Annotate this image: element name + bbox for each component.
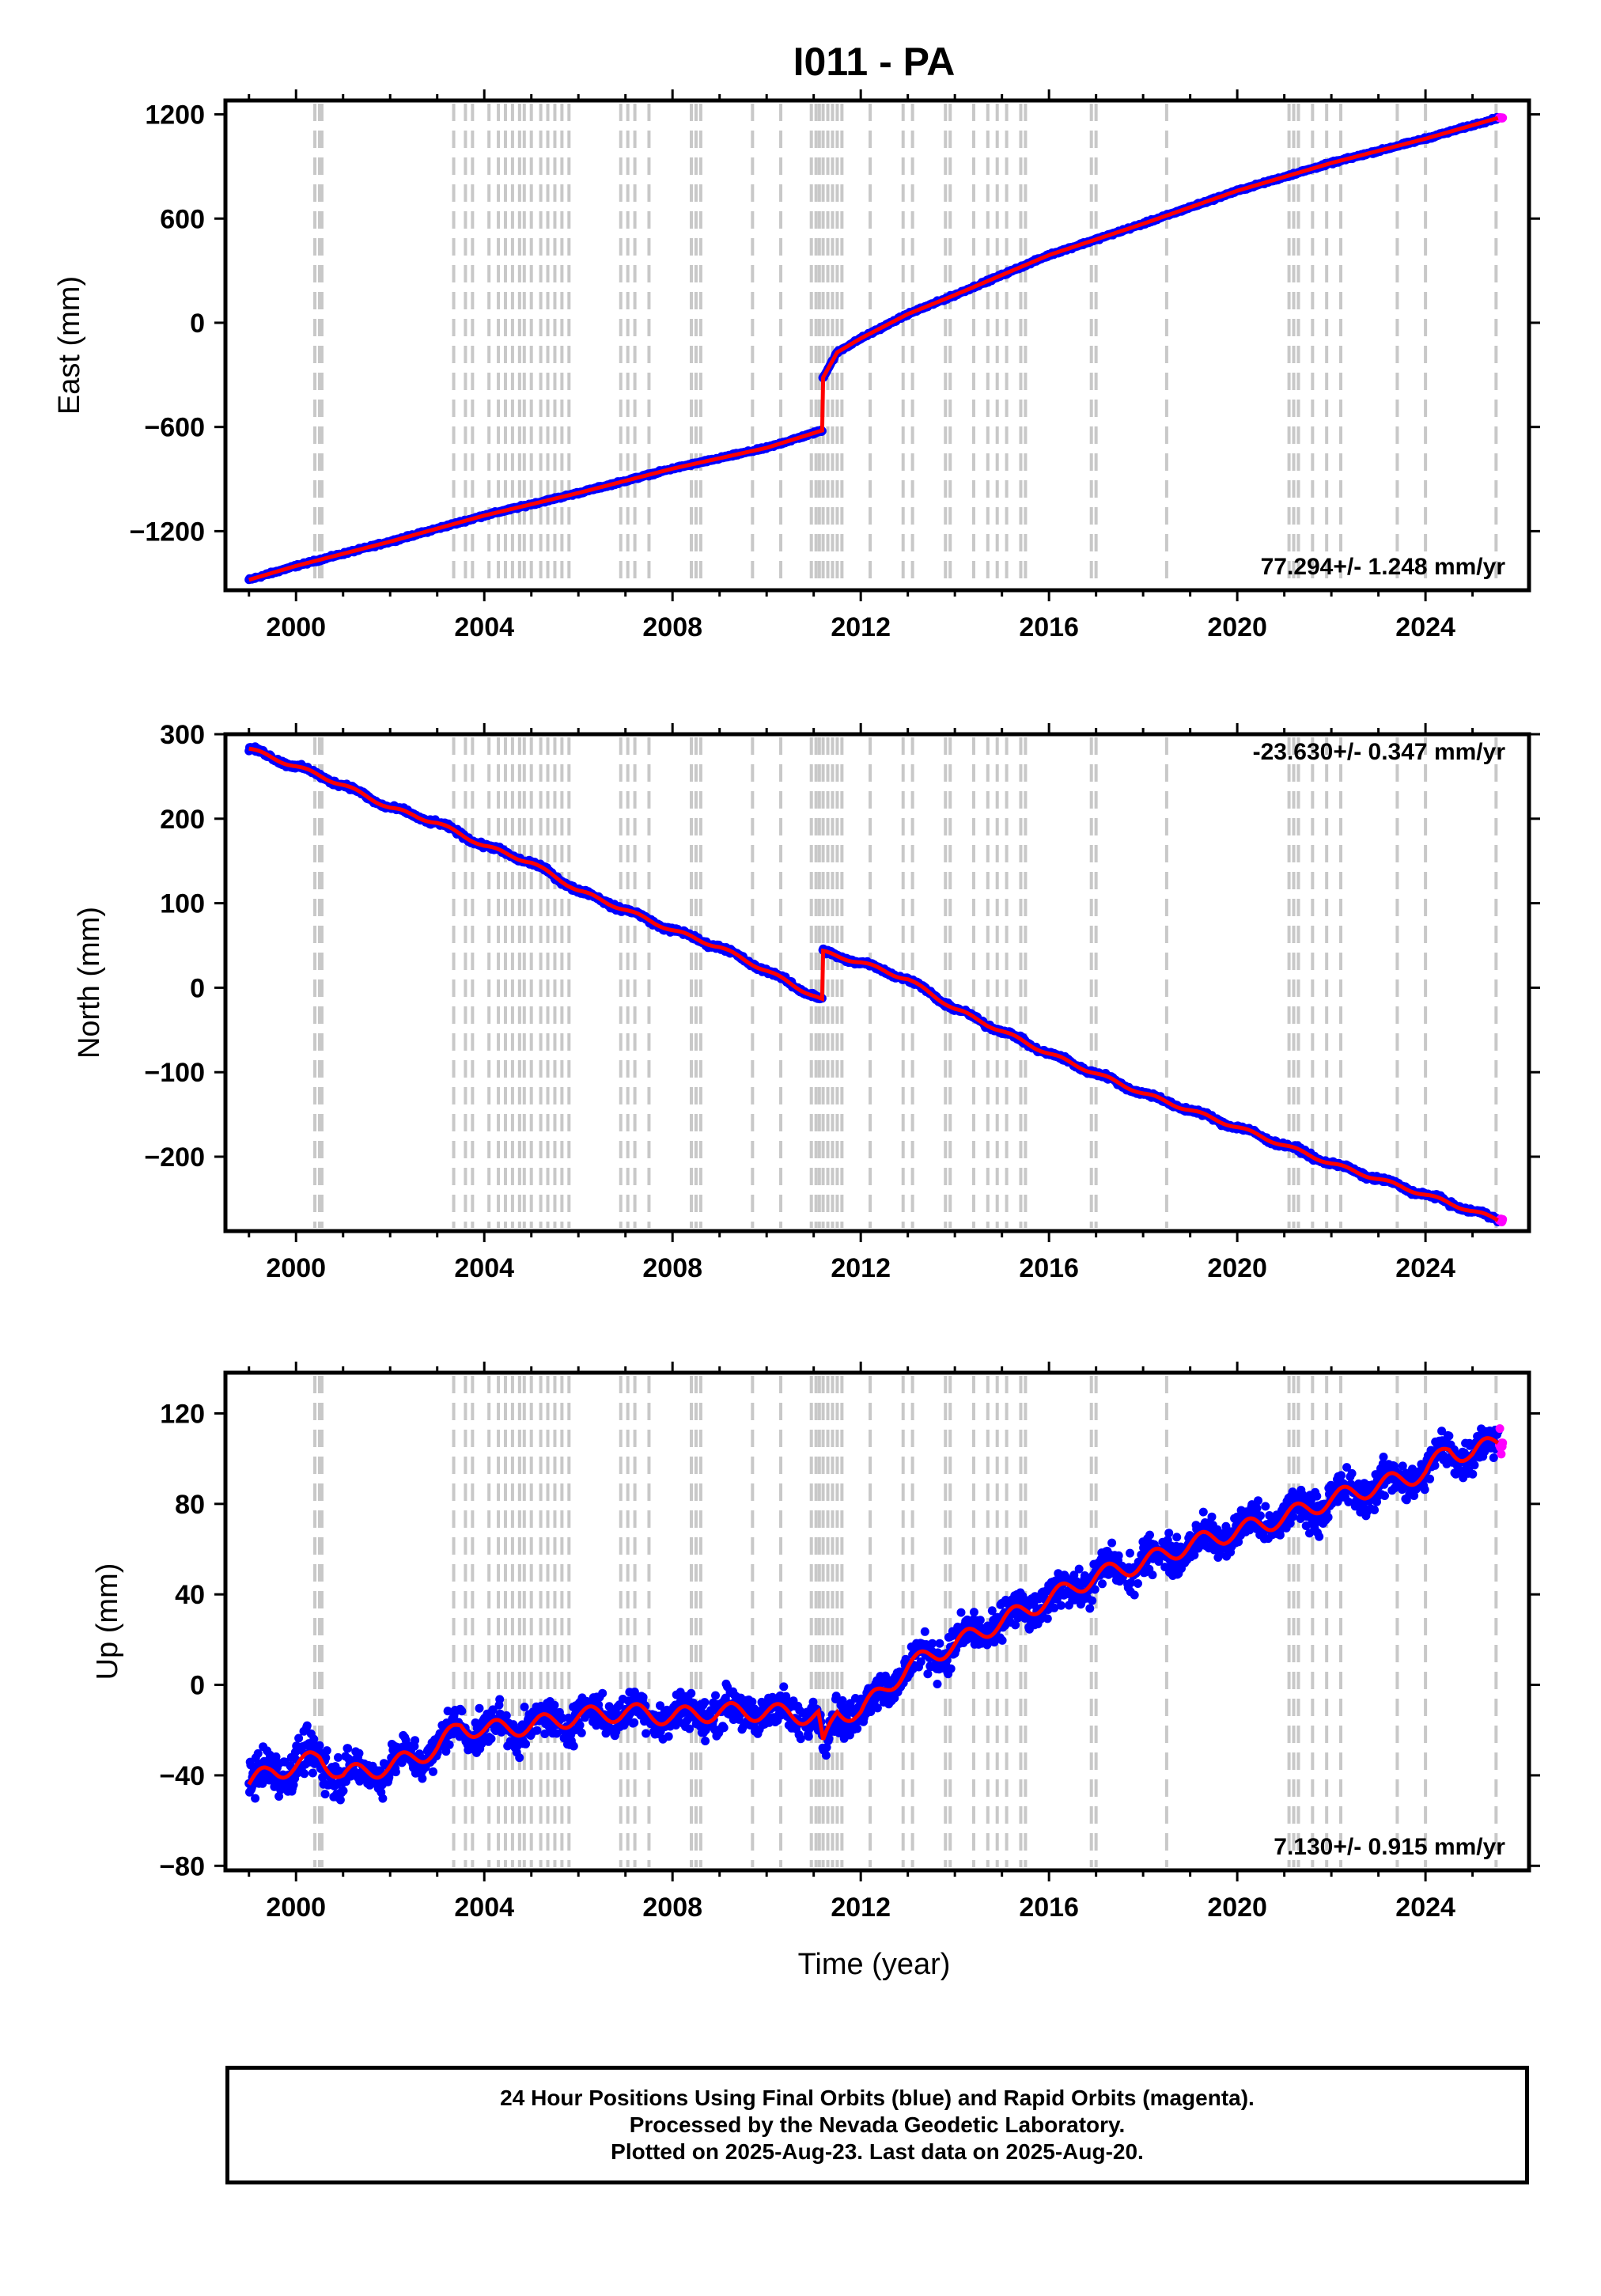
x-tick-label: 2024 [1395,612,1455,642]
rate-label: -23.630+/- 0.347 mm/yr [1253,739,1506,765]
data-point [315,1741,324,1750]
east-final-orbit-points [244,112,1508,585]
y-tick-label: −100 [144,1058,205,1088]
east-panel: 2000 2004 2008 2012 2016 2020 2024 1200 600 0 −600… [53,89,1540,642]
x-tick-label: 2000 [266,1253,326,1283]
x-tick-label: 2020 [1207,1253,1267,1283]
y-tick-label: −200 [144,1142,205,1173]
x-tick-label: 2016 [1019,612,1079,642]
x-tick-label: 2004 [454,1253,514,1283]
data-point [308,1768,317,1778]
x-tick-label: 2012 [831,612,891,642]
x-tick-label: 2016 [1019,1253,1079,1283]
data-point [300,1769,309,1779]
rate-label: 77.294+/- 1.248 mm/yr [1261,554,1506,580]
east-frame [223,98,1531,593]
x-tick-label: 2004 [454,612,514,642]
y-tick-label: 200 [160,805,205,835]
y-tick-label: −1200 [130,517,206,547]
rapid-orbit-point [1498,1214,1508,1224]
up-final-orbit-points [244,1424,1508,1805]
y-tick-label: 0 [190,973,205,1003]
x-tick-label: 2024 [1395,1253,1455,1283]
y-axis-label: East (mm) [53,276,86,415]
y-tick-label: −600 [144,413,205,443]
x-tick-label: 2020 [1207,612,1267,642]
data-point [322,1746,331,1756]
data-point [343,1744,353,1753]
north-panel: 2000 2004 2008 2012 2016 2020 2024 300 200 100 0 −1… [73,720,1540,1283]
y-tick-label: 600 [160,204,205,234]
y-tick-label: 300 [160,720,205,750]
east-model-line [248,116,1499,582]
y-tick-label: 0 [190,309,205,339]
north-final-orbit-points [244,742,1508,1226]
x-tick-label: 2008 [642,612,702,642]
rapid-orbit-point [1498,113,1508,123]
chart-title: I011 - PA [793,40,956,84]
up-panel: 2000 2004 2008 2012 2016 2020 202412080400−40−… [91,1362,1540,1923]
data-point [320,1790,330,1799]
x-tick-label: 2008 [642,1253,702,1283]
data-point [334,1752,343,1762]
x-tick-label: 2012 [831,1253,891,1283]
chart-panels: 2000 2004 2008 2012 2016 2020 202412006000−600… [53,89,1540,1923]
y-tick-label: 100 [160,889,205,919]
y-axis-label: North (mm) [73,907,106,1059]
data-point [251,1794,260,1803]
y-tick-label: 1200 [145,100,205,131]
x-tick-label: 2000 [266,612,326,642]
data-point [302,1721,312,1730]
data-point [354,1749,364,1758]
north-frame [223,732,1531,1233]
data-point [339,1786,348,1795]
